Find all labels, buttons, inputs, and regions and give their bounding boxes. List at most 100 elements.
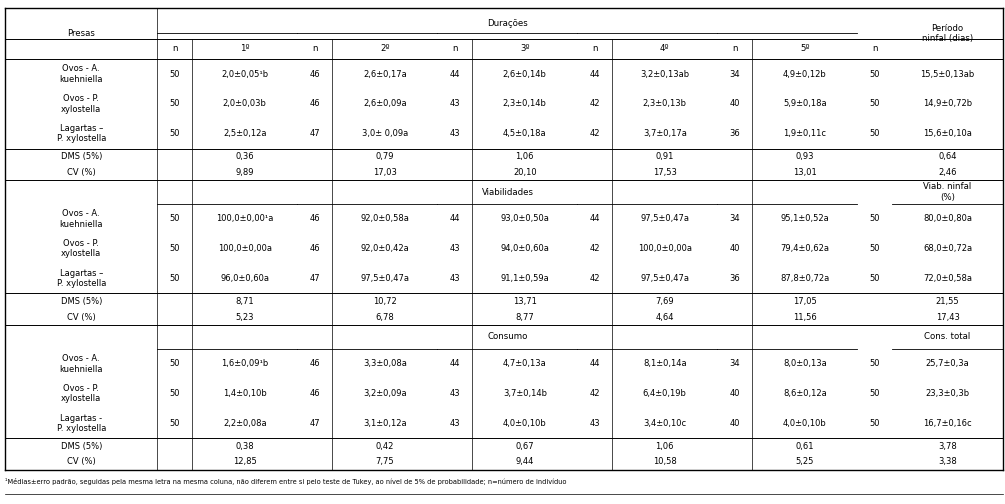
- Text: 50: 50: [170, 215, 180, 223]
- Text: 3,4±0,10c: 3,4±0,10c: [643, 419, 686, 428]
- Text: 50: 50: [869, 99, 880, 108]
- Text: DMS (5%): DMS (5%): [60, 152, 102, 161]
- Text: 50: 50: [869, 215, 880, 223]
- Text: CV (%): CV (%): [67, 457, 95, 466]
- Text: DMS (5%): DMS (5%): [60, 297, 102, 306]
- Text: CV (%): CV (%): [67, 168, 95, 177]
- Text: 9,44: 9,44: [516, 457, 534, 466]
- Text: 17,03: 17,03: [373, 168, 397, 177]
- Text: 46: 46: [310, 244, 321, 254]
- Text: 91,1±0,59a: 91,1±0,59a: [500, 274, 549, 283]
- Text: ¹Médias±erro padrão, seguidas pela mesma letra na mesma coluna, não diferem entr: ¹Médias±erro padrão, seguidas pela mesma…: [5, 478, 567, 485]
- Text: 50: 50: [170, 129, 180, 138]
- Text: 50: 50: [869, 70, 880, 79]
- Text: 0,93: 0,93: [796, 152, 814, 161]
- Text: Cons. total: Cons. total: [925, 333, 971, 341]
- Text: 44: 44: [449, 70, 460, 79]
- Text: 4,9±0,12b: 4,9±0,12b: [783, 70, 827, 79]
- Text: 80,0±0,80a: 80,0±0,80a: [923, 215, 972, 223]
- Text: 4,7±0,13a: 4,7±0,13a: [502, 359, 547, 368]
- Text: 0,38: 0,38: [235, 442, 254, 451]
- Text: 50: 50: [869, 389, 880, 398]
- Text: 40: 40: [730, 99, 740, 108]
- Text: 2,6±0,14b: 2,6±0,14b: [502, 70, 547, 79]
- Text: Lagartas –
P. xylostella: Lagartas – P. xylostella: [56, 124, 106, 144]
- Text: 5,9±0,18a: 5,9±0,18a: [783, 99, 826, 108]
- Text: 6,78: 6,78: [376, 312, 394, 322]
- Text: 42: 42: [590, 99, 600, 108]
- Text: 16,7±0,16c: 16,7±0,16c: [924, 419, 972, 428]
- Text: 2,46: 2,46: [939, 168, 957, 177]
- Text: 50: 50: [170, 274, 180, 283]
- Text: 25,7±0,3a: 25,7±0,3a: [926, 359, 970, 368]
- Text: 50: 50: [170, 70, 180, 79]
- Text: 50: 50: [170, 419, 180, 428]
- Text: 42: 42: [590, 244, 600, 254]
- Text: 2,3±0,14b: 2,3±0,14b: [502, 99, 547, 108]
- Text: Ovos - P.
xylostella: Ovos - P. xylostella: [61, 94, 102, 114]
- Text: 12,85: 12,85: [233, 457, 256, 466]
- Text: 46: 46: [310, 99, 321, 108]
- Text: 96,0±0,60a: 96,0±0,60a: [220, 274, 269, 283]
- Text: 8,0±0,13a: 8,0±0,13a: [783, 359, 827, 368]
- Text: 43: 43: [449, 129, 460, 138]
- Text: 8,77: 8,77: [516, 312, 535, 322]
- Text: 1,6±0,09¹b: 1,6±0,09¹b: [221, 359, 268, 368]
- Text: 87,8±0,72a: 87,8±0,72a: [780, 274, 829, 283]
- Text: 4,0±0,10b: 4,0±0,10b: [502, 419, 547, 428]
- Text: 3,3±0,08a: 3,3±0,08a: [363, 359, 407, 368]
- Text: 5,23: 5,23: [235, 312, 254, 322]
- Text: 2,6±0,17a: 2,6±0,17a: [363, 70, 407, 79]
- Text: n: n: [732, 44, 738, 53]
- Text: 94,0±0,60a: 94,0±0,60a: [500, 244, 550, 254]
- Text: 40: 40: [730, 244, 740, 254]
- Text: CV (%): CV (%): [67, 312, 95, 322]
- Text: 7,69: 7,69: [655, 297, 674, 306]
- Text: 13,71: 13,71: [513, 297, 537, 306]
- Text: 0,42: 0,42: [376, 442, 394, 451]
- Text: 14,9±0,72b: 14,9±0,72b: [923, 99, 972, 108]
- Text: 0,61: 0,61: [796, 442, 814, 451]
- Text: 10,58: 10,58: [653, 457, 676, 466]
- Text: 1,9±0,11c: 1,9±0,11c: [783, 129, 826, 138]
- Text: 50: 50: [869, 244, 880, 254]
- Text: 97,5±0,47a: 97,5±0,47a: [361, 274, 409, 283]
- Text: 72,0±0,58a: 72,0±0,58a: [923, 274, 972, 283]
- Text: 47: 47: [310, 129, 321, 138]
- Text: 42: 42: [590, 129, 600, 138]
- Text: 43: 43: [449, 244, 460, 254]
- Text: 10,72: 10,72: [373, 297, 397, 306]
- Text: 17,53: 17,53: [653, 168, 676, 177]
- Text: 3,78: 3,78: [939, 442, 957, 451]
- Text: n: n: [452, 44, 457, 53]
- Text: 0,79: 0,79: [376, 152, 394, 161]
- Text: 11,56: 11,56: [793, 312, 817, 322]
- Text: 5º: 5º: [800, 44, 810, 53]
- Text: n: n: [872, 44, 877, 53]
- Text: 2º: 2º: [380, 44, 390, 53]
- Text: 8,1±0,14a: 8,1±0,14a: [643, 359, 686, 368]
- Text: Lagartas -
P. xylostella: Lagartas - P. xylostella: [56, 414, 106, 433]
- Text: 21,55: 21,55: [936, 297, 960, 306]
- Text: 50: 50: [170, 359, 180, 368]
- Text: 42: 42: [590, 389, 600, 398]
- Text: 100,0±0,00¹a: 100,0±0,00¹a: [216, 215, 273, 223]
- Text: n: n: [313, 44, 318, 53]
- Text: Período
ninfal (dias): Período ninfal (dias): [922, 24, 973, 43]
- Text: 4,5±0,18a: 4,5±0,18a: [502, 129, 547, 138]
- Text: 0,36: 0,36: [235, 152, 254, 161]
- Text: 3,0± 0,09a: 3,0± 0,09a: [362, 129, 408, 138]
- Text: 100,0±0,00a: 100,0±0,00a: [638, 244, 691, 254]
- Text: 47: 47: [310, 419, 321, 428]
- Text: 50: 50: [869, 274, 880, 283]
- Text: n: n: [172, 44, 178, 53]
- Text: 100,0±0,00a: 100,0±0,00a: [218, 244, 271, 254]
- Text: 44: 44: [449, 359, 460, 368]
- Text: 2,0±0,03b: 2,0±0,03b: [223, 99, 266, 108]
- Text: 2,6±0,09a: 2,6±0,09a: [363, 99, 407, 108]
- Text: Ovos - A.
kuehniella: Ovos - A. kuehniella: [59, 65, 103, 84]
- Text: 8,71: 8,71: [235, 297, 254, 306]
- Text: 2,0±0,05¹b: 2,0±0,05¹b: [221, 70, 268, 79]
- Text: 42: 42: [590, 274, 600, 283]
- Text: 1º: 1º: [240, 44, 249, 53]
